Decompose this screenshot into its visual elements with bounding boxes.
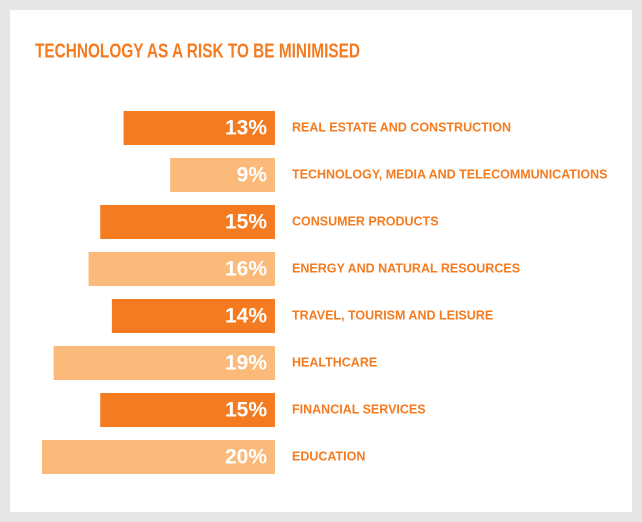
value-label: 13% — [225, 117, 267, 140]
value-label: 16% — [225, 258, 267, 281]
value-label: 14% — [225, 305, 267, 328]
bar — [42, 440, 275, 474]
chart-title: TECHNOLOGY AS A RISK TO BE MINIMISED — [35, 40, 360, 62]
value-label: 20% — [225, 446, 267, 469]
bar — [100, 393, 275, 427]
bar — [170, 158, 275, 192]
category-label: CONSUMER PRODUCTS — [292, 214, 439, 228]
category-label: EDUCATION — [292, 449, 365, 463]
bar — [111, 299, 276, 333]
bar — [100, 205, 275, 239]
value-label: 9% — [237, 164, 268, 187]
bar — [123, 111, 275, 145]
bar — [53, 346, 276, 380]
bar — [88, 252, 275, 286]
category-label: HEALTHCARE — [292, 355, 377, 369]
category-label: ENERGY AND NATURAL RESOURCES — [292, 261, 520, 275]
value-label: 15% — [225, 399, 267, 422]
category-label: REAL ESTATE AND CONSTRUCTION — [292, 120, 511, 134]
value-label: 19% — [225, 352, 267, 375]
category-label: FINANCIAL SERVICES — [292, 402, 426, 416]
value-label: 15% — [225, 211, 267, 234]
category-label: TECHNOLOGY, MEDIA AND TELECOMMUNICATIONS — [292, 167, 608, 181]
category-label: TRAVEL, TOURISM AND LEISURE — [292, 308, 493, 322]
